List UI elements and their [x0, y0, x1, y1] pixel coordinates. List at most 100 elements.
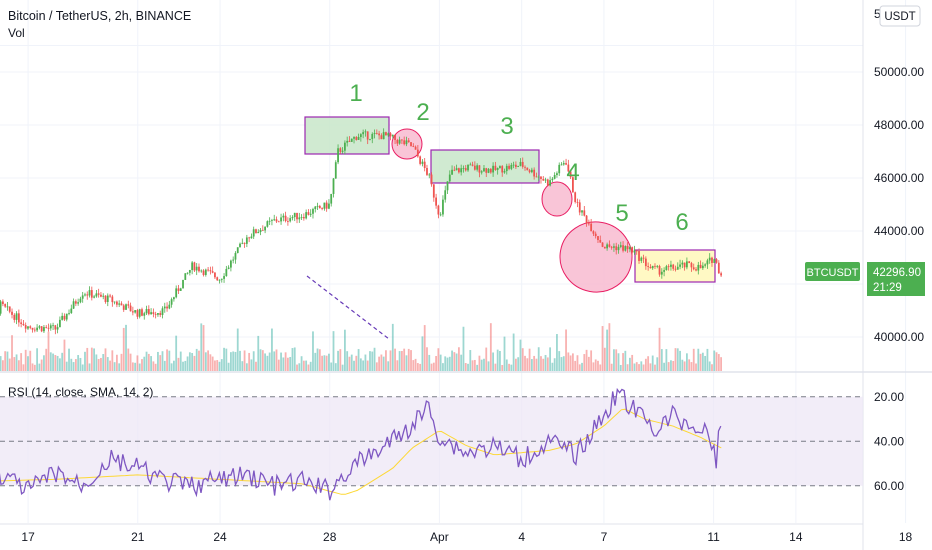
volume-bars [0, 323, 722, 371]
volume-bar [487, 361, 490, 371]
annotation-box-1[interactable] [304, 116, 390, 155]
candlestick-series [0, 128, 722, 335]
trendline-segment[interactable] [306, 275, 390, 340]
candle-body [476, 165, 479, 170]
candle-body [701, 265, 704, 269]
volume-bar [191, 353, 194, 371]
candle-body [273, 219, 276, 221]
volume-bar [207, 350, 209, 371]
volume-bar [556, 334, 558, 371]
candle-body [471, 164, 474, 166]
candle-body [458, 168, 460, 173]
volume-bar [11, 335, 13, 371]
volume-bar [375, 362, 378, 371]
volume-bar [597, 360, 599, 371]
candle-body [407, 140, 410, 143]
volume-bar [462, 326, 465, 371]
volume-bar [613, 349, 615, 371]
candle-body [234, 252, 237, 260]
volume-bar [660, 349, 663, 371]
candle-body [40, 326, 43, 332]
volume-bar [305, 360, 308, 371]
candle-body [364, 131, 367, 133]
candle-body [524, 166, 526, 168]
time-tick-label: 28 [323, 530, 337, 544]
volume-bar [546, 357, 549, 371]
volume-bar [56, 355, 59, 371]
currency-button[interactable]: USDT [879, 5, 921, 27]
price-tick-label: 40000.00 [874, 330, 924, 344]
candle-body [33, 329, 36, 331]
annotation-ellipse-5[interactable] [554, 216, 637, 297]
volume-bar [45, 348, 48, 371]
volume-bar [250, 359, 253, 371]
volume-bar [578, 364, 581, 371]
candle-body [617, 246, 620, 251]
candle-body [359, 134, 362, 137]
volume-bar [109, 360, 111, 371]
annotation-circle-4[interactable] [541, 181, 573, 217]
candle-body [378, 133, 380, 136]
candle-body [442, 199, 444, 215]
candle-body [193, 262, 196, 271]
candle-body [480, 171, 483, 173]
candle-body [134, 310, 137, 313]
candle-body [184, 273, 187, 280]
candle-body [232, 259, 235, 261]
rsi-indicator-label: RSI (14, close, SMA, 14, 2) [8, 385, 153, 399]
candle-body [141, 309, 143, 316]
candle-body [599, 239, 602, 243]
candle-body [97, 293, 100, 295]
volume-bar [567, 352, 570, 371]
candle-body [15, 313, 18, 320]
volume-bar [421, 336, 424, 371]
candle-body [357, 136, 360, 140]
volume-bar [416, 363, 419, 371]
candle-body [444, 190, 447, 200]
volume-bar [330, 362, 333, 371]
candle-body [629, 247, 631, 250]
volume-bar [519, 339, 522, 371]
candle-body [236, 247, 239, 253]
candle-body [713, 259, 716, 263]
volume-bar [432, 362, 435, 371]
volume-bar [686, 353, 688, 371]
candle-body [268, 220, 271, 222]
volume-bar [574, 360, 577, 371]
time-tick-label: 24 [213, 530, 227, 544]
volume-bar [446, 357, 449, 371]
volume-bar [102, 354, 105, 371]
volume-bar [524, 355, 526, 371]
dashed-trendline[interactable] [306, 275, 390, 340]
volume-bar [603, 347, 606, 371]
candle-body [17, 313, 20, 323]
time-tick-label: 21 [131, 530, 145, 544]
volume-bar [54, 355, 57, 371]
candle-body [159, 313, 162, 315]
volume-bar [572, 353, 574, 371]
volume-bar [182, 361, 184, 371]
candle-body [277, 221, 280, 223]
candle-body [79, 298, 82, 303]
candle-body [282, 215, 285, 218]
candle-body [451, 169, 453, 175]
candle-body [446, 181, 449, 191]
volume-bar [458, 347, 460, 371]
candle-body [613, 246, 615, 248]
volume-bar [508, 363, 510, 371]
candle-body [45, 327, 48, 328]
volume-bar [184, 360, 187, 371]
candle-body [485, 168, 488, 173]
candle-body [437, 205, 440, 215]
volume-bar [245, 363, 248, 371]
candle-body [578, 202, 581, 213]
candle-body [496, 167, 499, 170]
volume-bar [590, 350, 593, 371]
volume-bar [214, 360, 216, 371]
candle-body [706, 260, 709, 265]
volume-bar [594, 359, 597, 371]
volume-bar [713, 350, 716, 371]
candle-body [521, 161, 524, 167]
volume-bar [515, 358, 517, 371]
